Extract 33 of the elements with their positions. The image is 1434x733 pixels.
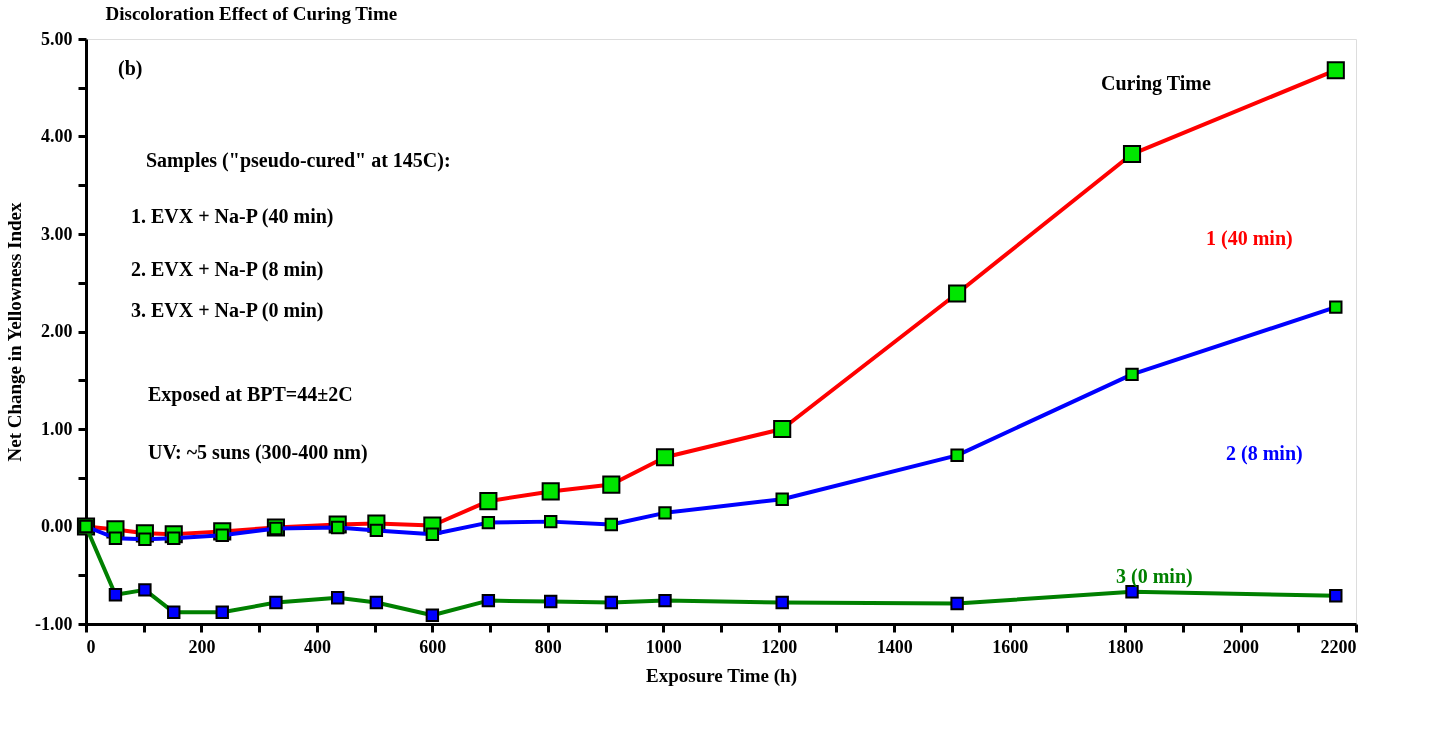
annotation: UV: ~5 suns (300-400 nm) [148,441,368,464]
x-tick-label: 2000 [1223,636,1260,657]
annotation: Samples ("pseudo-cured" at 145C): [146,149,451,172]
text: 2 (8 min) [1226,442,1303,465]
y-tick-label: 0.00 [41,516,73,536]
x-tick-label: 0 [86,636,96,657]
series-label: 3 (0 min) [1116,565,1193,588]
annotation: (b) [118,57,143,80]
y-axis-title: Net Change in Yellowness Index [4,202,26,462]
text: 1 (40 min) [1206,227,1293,250]
annotation: 3. EVX + Na-P (0 min) [131,299,324,322]
y-tick-label: 1.00 [41,418,73,439]
x-tick-label: 200 [188,636,216,657]
y-tick-label: 4.00 [41,126,73,146]
x-tick-label: 2200 [1320,636,1357,657]
x-tick-label: 800 [534,636,562,657]
chart-title: Discoloration Effect of Curing Time [105,3,398,24]
x-tick-label: 400 [303,636,331,657]
y-tick-label: 5.00 [41,28,73,49]
annotation: 2. EVX + Na-P (8 min) [131,258,324,281]
x-tick-label: 600 [419,636,447,657]
x-tick-label: 1000 [645,636,682,657]
x-tick-label: 1800 [1107,636,1144,657]
x-tick-label: 1200 [761,636,798,657]
y-tick-label: 3.00 [41,223,73,244]
y-tick-label: -1.00 [35,613,73,634]
x-axis-title: Exposure Time (h) [646,664,797,687]
x-tick-label: 1600 [992,636,1029,657]
x-tick-label: 1400 [876,636,913,657]
annotation: Exposed at BPT=44±2C [148,383,353,406]
y-tick-label: 2.00 [41,321,73,341]
legend-title: Curing Time [1101,72,1211,95]
annotation: 1. EVX + Na-P (40 min) [131,205,334,228]
